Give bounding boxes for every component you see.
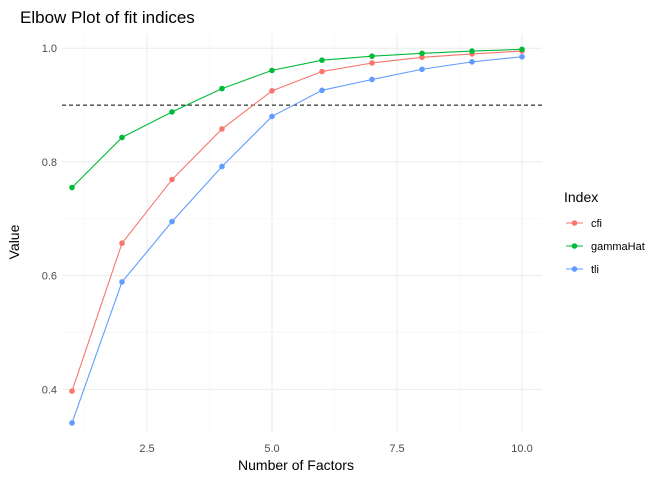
data-point xyxy=(269,67,275,74)
legend-items: cfi gammaHat tli xyxy=(566,218,645,276)
x-axis-title: Number of Factors xyxy=(238,457,354,473)
data-point xyxy=(369,53,375,59)
y-tick-label: 0.6 xyxy=(42,271,57,283)
x-tick-label: 5.0 xyxy=(264,443,279,455)
data-point xyxy=(519,46,525,53)
series-line xyxy=(71,50,523,392)
legend: Index cfi gammaHat tli xyxy=(564,189,645,276)
x-tick-label: 7.5 xyxy=(389,443,404,455)
data-point xyxy=(419,54,425,61)
y-tick-label: 1.0 xyxy=(42,43,57,55)
series-lines xyxy=(69,46,525,426)
data-point xyxy=(69,184,75,191)
grid-lines xyxy=(62,34,542,432)
legend-key-point xyxy=(571,243,578,249)
x-axis-ticks: 2.5 5.0 7.5 10.0 xyxy=(139,443,532,455)
data-point xyxy=(319,57,325,63)
data-point xyxy=(69,420,75,426)
data-point xyxy=(169,176,175,183)
legend-item-tli: tli xyxy=(566,264,599,276)
legend-key-point xyxy=(571,220,578,226)
series-line xyxy=(71,56,523,424)
data-point xyxy=(369,60,375,66)
data-point xyxy=(219,85,225,92)
data-point xyxy=(219,126,225,132)
y-axis-title: Value xyxy=(6,224,22,259)
data-point xyxy=(269,88,275,94)
data-point xyxy=(319,68,325,75)
legend-label: gammaHat xyxy=(591,241,645,253)
data-point xyxy=(69,388,75,394)
y-axis-ticks: 0.4 0.6 0.8 1.0 xyxy=(42,43,57,396)
data-point xyxy=(369,76,375,83)
legend-label: cfi xyxy=(591,218,602,230)
data-point xyxy=(169,218,175,225)
x-tick-label: 2.5 xyxy=(139,443,154,455)
data-point xyxy=(319,87,325,94)
data-point xyxy=(419,50,425,57)
data-point xyxy=(219,163,225,170)
series-cfi xyxy=(69,48,525,394)
legend-title: Index xyxy=(564,189,598,205)
x-tick-label: 10.0 xyxy=(511,443,532,455)
y-tick-label: 0.4 xyxy=(42,384,57,396)
legend-item-gammaHat: gammaHat xyxy=(566,241,645,253)
data-point xyxy=(119,240,125,247)
legend-item-cfi: cfi xyxy=(566,218,602,230)
data-point xyxy=(519,53,525,60)
y-tick-label: 0.8 xyxy=(42,157,57,169)
data-point xyxy=(419,66,425,73)
data-point xyxy=(269,113,275,120)
series-tli xyxy=(69,53,525,426)
series-gammaHat xyxy=(69,46,525,191)
legend-label: tli xyxy=(591,264,599,276)
data-point xyxy=(119,279,125,285)
series-line xyxy=(71,48,523,188)
data-point xyxy=(119,134,125,141)
data-point xyxy=(169,109,175,115)
data-point xyxy=(469,59,475,65)
data-point xyxy=(469,48,475,54)
legend-key-point xyxy=(571,266,578,272)
chart-title: Elbow Plot of fit indices xyxy=(20,8,195,27)
